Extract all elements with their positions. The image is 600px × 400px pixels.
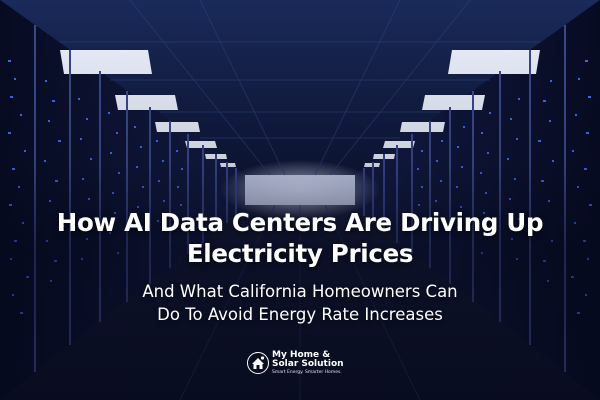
subheadline-line-2: Do To Avoid Energy Rate Increases (157, 305, 443, 324)
headline-line-1: How AI Data Centers Are Driving Up (56, 208, 544, 237)
brand-logo: My Home & Solar Solution Smart Energy. S… (247, 351, 359, 379)
brand-name-line-1: My Home & (272, 350, 331, 360)
brand-name-line-2: Solar Solution (272, 359, 344, 369)
subheadline-line-1: And What California Homeowners Can (142, 282, 458, 301)
house-sun-icon (247, 352, 269, 374)
brand-tagline: Smart Energy. Smarter Homes. (272, 370, 342, 375)
headline-line-2: Electricity Prices (186, 239, 414, 268)
